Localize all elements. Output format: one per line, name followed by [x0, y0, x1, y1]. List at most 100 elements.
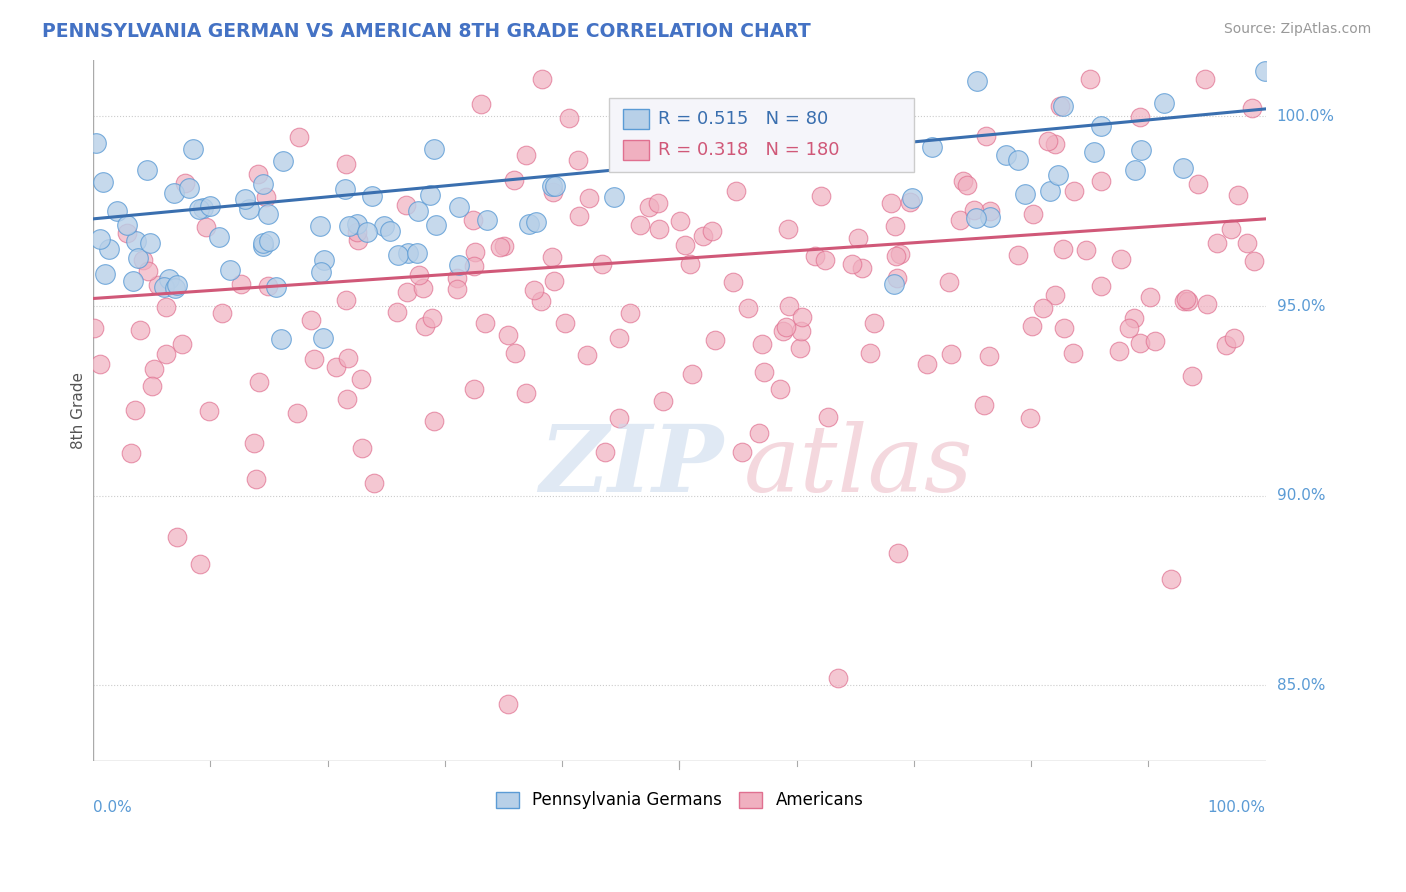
Point: [751, 336, 773, 351]
Point: [1014, 187, 1036, 202]
Point: [731, 445, 754, 459]
Point: [517, 217, 540, 231]
Point: [350, 372, 373, 386]
Point: [1243, 253, 1265, 268]
Point: [769, 382, 792, 396]
Point: [120, 445, 142, 459]
Point: [187, 202, 209, 216]
Point: [863, 316, 886, 330]
Point: [1021, 319, 1043, 334]
Point: [115, 218, 138, 232]
Point: [285, 406, 308, 420]
Point: [84, 136, 107, 150]
Point: [335, 293, 357, 307]
Point: [181, 142, 204, 156]
Point: [515, 148, 537, 162]
Point: [973, 398, 995, 412]
Point: [146, 278, 169, 293]
Point: [1078, 71, 1101, 86]
Point: [1139, 290, 1161, 304]
Point: [1223, 331, 1246, 345]
Point: [979, 210, 1001, 224]
Point: [883, 277, 905, 292]
Point: [1129, 336, 1152, 351]
Point: [939, 347, 962, 361]
Legend: Pennsylvania Germans, Americans: Pennsylvania Germans, Americans: [489, 785, 870, 816]
Text: Source: ZipAtlas.com: Source: ZipAtlas.com: [1223, 22, 1371, 37]
Point: [776, 222, 799, 236]
Point: [360, 188, 382, 202]
Point: [256, 278, 278, 293]
Point: [1108, 343, 1130, 358]
Point: [979, 203, 1001, 218]
Point: [470, 97, 492, 112]
Point: [425, 219, 447, 233]
Point: [949, 212, 972, 227]
Point: [252, 177, 274, 191]
Point: [503, 173, 526, 187]
Point: [233, 192, 256, 206]
Point: [568, 209, 591, 223]
Point: [530, 71, 553, 86]
Point: [207, 229, 229, 244]
Point: [447, 259, 470, 273]
Point: [166, 530, 188, 544]
Point: [288, 130, 311, 145]
Point: [846, 231, 869, 245]
Point: [138, 236, 160, 251]
Point: [1153, 96, 1175, 111]
Point: [619, 306, 641, 320]
Point: [1022, 207, 1045, 221]
Point: [257, 234, 280, 248]
Point: [1227, 188, 1250, 202]
Point: [396, 246, 419, 260]
Point: [814, 253, 837, 268]
Y-axis label: 8th Grade: 8th Grade: [72, 372, 86, 449]
Point: [1160, 572, 1182, 586]
Point: [172, 336, 194, 351]
Point: [859, 346, 882, 360]
Point: [155, 300, 177, 314]
Point: [446, 271, 468, 285]
Point: [165, 281, 187, 295]
Point: [335, 157, 357, 171]
Point: [91, 175, 114, 189]
Point: [1195, 296, 1218, 310]
Point: [576, 348, 599, 362]
Point: [554, 316, 576, 330]
Point: [413, 318, 436, 333]
Point: [312, 252, 335, 267]
Text: 100.0%: 100.0%: [1208, 799, 1265, 814]
Point: [273, 153, 295, 168]
Point: [974, 129, 997, 144]
Point: [153, 280, 176, 294]
Point: [558, 112, 581, 126]
Point: [89, 232, 111, 246]
Point: [155, 347, 177, 361]
Point: [737, 301, 759, 315]
Point: [127, 251, 149, 265]
Point: [387, 248, 409, 262]
Point: [515, 385, 537, 400]
Point: [124, 402, 146, 417]
Point: [238, 202, 260, 216]
Point: [887, 546, 910, 560]
Point: [889, 247, 911, 261]
Point: [395, 285, 418, 299]
Point: [567, 153, 589, 167]
Point: [125, 234, 148, 248]
Point: [652, 393, 675, 408]
Point: [851, 261, 873, 276]
Point: [503, 346, 526, 360]
Point: [1090, 119, 1112, 133]
Point: [790, 324, 813, 338]
Point: [229, 277, 252, 292]
Point: [129, 323, 152, 337]
Point: [841, 257, 863, 271]
Point: [775, 320, 797, 334]
Point: [804, 249, 827, 263]
Point: [256, 207, 278, 221]
Point: [163, 186, 186, 200]
FancyBboxPatch shape: [623, 110, 650, 129]
Point: [122, 274, 145, 288]
